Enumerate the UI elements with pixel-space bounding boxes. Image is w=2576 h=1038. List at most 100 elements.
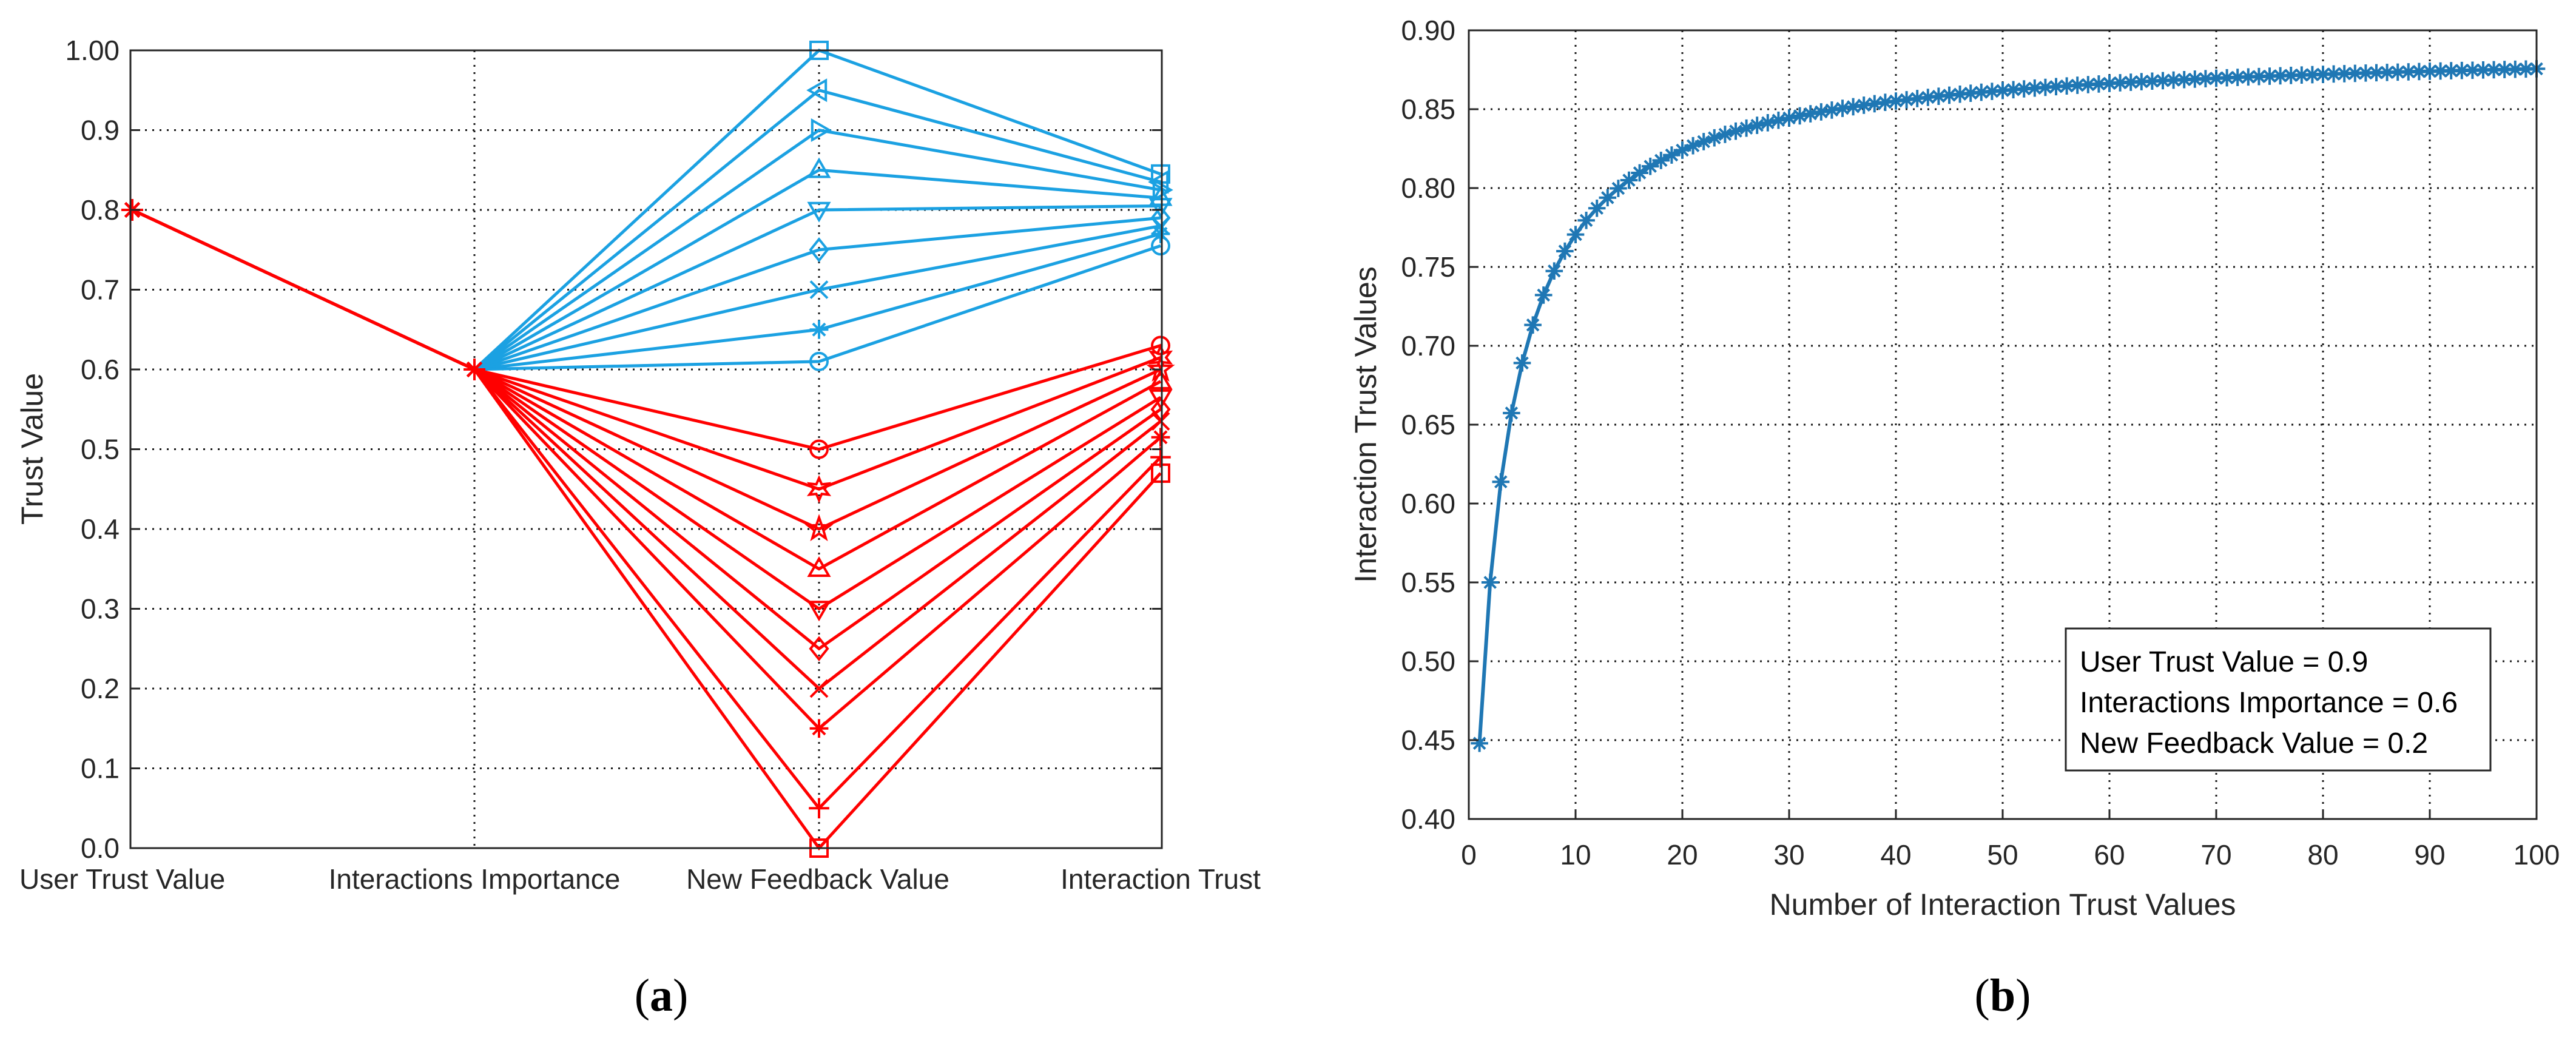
chart-b-point bbox=[2015, 80, 2033, 98]
chart-b-point bbox=[1780, 109, 1798, 127]
chart-a-point bbox=[809, 636, 829, 661]
chart-a-point bbox=[809, 798, 829, 819]
chart-a-point bbox=[807, 157, 831, 178]
chart-a-point bbox=[1148, 170, 1169, 194]
chart-b-point bbox=[2335, 65, 2353, 83]
chart-b-point bbox=[1823, 101, 1841, 119]
chart-b-xtick-label: 10 bbox=[1560, 839, 1591, 871]
chart-b-point bbox=[1748, 116, 1766, 134]
chart-b-point bbox=[1610, 180, 1627, 197]
chart-a-point bbox=[464, 359, 485, 380]
chart-b-xtick-label: 30 bbox=[1773, 839, 1804, 871]
chart-b-point bbox=[2464, 61, 2481, 79]
chart-b-point bbox=[2133, 73, 2151, 90]
chart-a-point bbox=[1151, 224, 1170, 243]
chart-b-point bbox=[2228, 69, 2247, 86]
chart-b-point bbox=[1513, 354, 1531, 372]
chart-b-point bbox=[1641, 157, 1659, 175]
chart-b-ytick-label: 0.60 bbox=[1401, 488, 1455, 519]
chart-b-xtick-label: 60 bbox=[2094, 839, 2125, 871]
chart-b-ytick-label: 0.50 bbox=[1401, 645, 1455, 677]
chart-b-ytick-label: 0.45 bbox=[1401, 724, 1455, 756]
chart-a-ytick-label: 1.00 bbox=[65, 35, 120, 66]
chart-b-point bbox=[1940, 86, 1958, 104]
chart-b-point bbox=[1620, 171, 1638, 189]
chart-b-point bbox=[2517, 60, 2535, 78]
chart-a-ytick-label: 0.1 bbox=[81, 753, 120, 784]
chart-b-point bbox=[1566, 226, 1585, 243]
chart-b-point bbox=[1791, 107, 1809, 125]
chart-b-point bbox=[1503, 404, 1520, 422]
chart-a-point bbox=[1151, 428, 1170, 447]
chart-b-point bbox=[2218, 69, 2236, 87]
chart-b-point bbox=[2442, 62, 2460, 79]
chart-b-ytick-label: 0.40 bbox=[1401, 803, 1455, 835]
chart-b-point bbox=[1727, 122, 1745, 140]
chart-b-point bbox=[2079, 76, 2097, 93]
chart-b-point bbox=[1534, 286, 1553, 304]
chart-b-point bbox=[1770, 111, 1787, 129]
chart-b-legend-box bbox=[2065, 627, 2492, 772]
chart-b-point bbox=[2047, 78, 2065, 96]
chart-a-point bbox=[809, 320, 829, 339]
chart-b-point bbox=[2282, 66, 2300, 84]
chart-b-point bbox=[1930, 87, 1947, 105]
chart-a-ytick-label: 0.4 bbox=[81, 513, 120, 545]
chart-b-point bbox=[2495, 61, 2514, 78]
chart-a-xtick-label: Interaction Trust bbox=[1060, 863, 1261, 895]
chart-b-point bbox=[1492, 473, 1510, 491]
chart-b-point bbox=[1684, 136, 1702, 155]
chart-b-point bbox=[1919, 89, 1937, 106]
chart-b-point bbox=[2186, 70, 2204, 88]
chart-a-ytick-label: 0.6 bbox=[81, 354, 120, 385]
chart-b-point bbox=[2165, 71, 2182, 89]
chart-a-ytick-label: 0.2 bbox=[81, 673, 120, 704]
chart-b-point bbox=[2207, 69, 2225, 87]
chart-b-legend-line: Interactions Importance = 0.6 bbox=[2080, 687, 2458, 719]
chart-a-point bbox=[806, 78, 828, 103]
chart-b-point bbox=[1588, 199, 1606, 217]
chart-a-point bbox=[806, 474, 832, 504]
chart-b-point bbox=[1694, 133, 1713, 150]
chart-b-point bbox=[2325, 65, 2342, 83]
chart-a-point bbox=[1146, 354, 1175, 382]
chart-a-xtick-label: New Feedback Value bbox=[686, 863, 949, 895]
chart-b-point bbox=[2250, 67, 2268, 86]
chart-b-point bbox=[1887, 92, 1905, 110]
chart-a-point bbox=[809, 237, 829, 263]
chart-a-ytick-label: 0.5 bbox=[81, 434, 120, 465]
chart-a-series-line bbox=[131, 208, 1162, 851]
chart-b-xtick-label: 80 bbox=[2307, 839, 2338, 871]
chart-b-point bbox=[1951, 85, 1969, 103]
chart-b-point bbox=[1705, 129, 1724, 147]
chart-b-point bbox=[1855, 96, 1873, 114]
chart-b-point bbox=[2197, 70, 2214, 88]
chart-a-point bbox=[1148, 185, 1173, 206]
chart-b-series bbox=[1471, 60, 2546, 752]
chart-b-caption: (b) bbox=[1975, 970, 2031, 1021]
chart-b-point bbox=[2261, 67, 2279, 85]
chart-b-ytick-label: 0.80 bbox=[1401, 172, 1455, 204]
chart-b-xtick-label: 50 bbox=[1987, 839, 2018, 871]
chart-b-point bbox=[1631, 164, 1648, 182]
chart-b-point bbox=[2357, 64, 2375, 82]
chart-a-point bbox=[1151, 164, 1170, 184]
chart-b-point bbox=[1524, 316, 1542, 334]
chart-a-point bbox=[1151, 412, 1170, 431]
chart-b-point bbox=[2421, 62, 2439, 80]
chart-b-point bbox=[1663, 146, 1681, 164]
chart-b-legend-line: User Trust Value = 0.9 bbox=[2080, 646, 2368, 678]
chart-b-point bbox=[1876, 93, 1894, 111]
chart-a-point bbox=[809, 679, 829, 698]
chart-b-xtick-label: 20 bbox=[1667, 839, 1698, 871]
chart-b: 0.40 0.45 0.50 0.55 0.60 0.65 0.70 0.75 0.80 0.85… bbox=[1349, 15, 2560, 1021]
chart-a-point bbox=[1151, 463, 1170, 483]
chart-b-point bbox=[2175, 70, 2193, 89]
chart-b-point bbox=[1898, 91, 1915, 109]
chart-b-point bbox=[1652, 152, 1670, 169]
chart-b-xtick-label: 40 bbox=[1880, 839, 1911, 871]
chart-a-point bbox=[811, 118, 832, 143]
chart-b-point bbox=[1673, 141, 1691, 159]
chart-b-xtick-label: 70 bbox=[2200, 839, 2231, 871]
